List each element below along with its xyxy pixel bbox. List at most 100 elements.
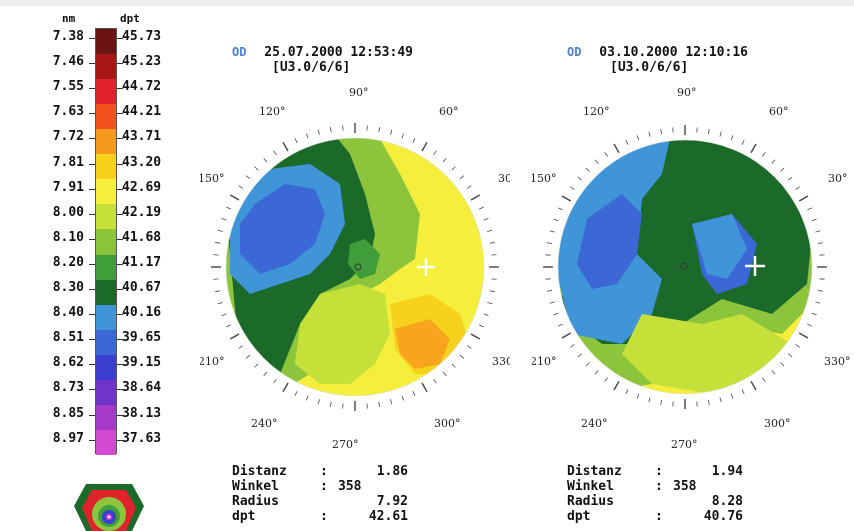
- scale-dpt-value: 42.19: [122, 205, 192, 220]
- degree-tick: [492, 279, 497, 280]
- degree-tick: [762, 152, 765, 156]
- degree-tick: [731, 394, 733, 399]
- degree-tick: [595, 160, 598, 164]
- map1-angle-300: 300°: [434, 417, 461, 430]
- scale-tick: [89, 415, 95, 416]
- scale-tick: [117, 314, 123, 315]
- scale-nm-value: 7.46: [20, 54, 84, 69]
- map1-angle-270: 270°: [332, 438, 359, 451]
- degree-tick: [467, 346, 471, 349]
- scale-nm-value: 7.63: [20, 104, 84, 119]
- degree-tick: [553, 313, 558, 315]
- degree-tick: [306, 134, 308, 139]
- map2-radius-value: 8.28: [673, 494, 743, 509]
- map1-angle-120: 120°: [259, 105, 286, 118]
- scale-tick: [117, 339, 123, 340]
- degree-tick: [452, 364, 456, 368]
- degree-tick: [772, 370, 775, 374]
- map2-topography[interactable]: 90° 60° 30° 120° 150° 210° 240° 270° 300…: [532, 84, 854, 454]
- scale-nm-value: 7.72: [20, 129, 84, 144]
- degree-tick: [637, 394, 639, 399]
- degree-tick: [413, 138, 415, 143]
- scale-dpt-value: 40.16: [122, 305, 192, 320]
- scale-nm-value: 8.00: [20, 205, 84, 220]
- degree-tick: [255, 364, 259, 368]
- degree-tick: [467, 186, 471, 189]
- degree-tick: [550, 231, 555, 232]
- map1-winkel-label: Winkel: [232, 479, 320, 494]
- degree-tick: [274, 379, 277, 383]
- degree-tick: [731, 135, 733, 140]
- scale-nm-value: 8.62: [20, 355, 84, 370]
- degree-tick: [661, 129, 662, 134]
- degree-tick: [550, 302, 555, 303]
- scale-tick: [89, 38, 95, 39]
- degree-tick: [246, 176, 250, 179]
- degree-tick: [490, 291, 495, 292]
- degree-tick: [490, 242, 495, 243]
- degree-tick: [751, 381, 756, 390]
- map2-radius-label: Radius: [567, 494, 655, 509]
- scale-row: 7.72 43.71: [0, 129, 200, 148]
- scale-tick: [89, 364, 95, 365]
- degree-tick: [637, 135, 639, 140]
- scale-dpt-value: 39.65: [122, 330, 192, 345]
- scale-tick: [117, 214, 123, 215]
- degree-tick: [471, 334, 480, 339]
- degree-tick: [218, 303, 223, 304]
- scale-nm-value: 8.30: [20, 280, 84, 295]
- keratometry-thumbnail[interactable]: [64, 476, 154, 531]
- map2-winkel-label: Winkel: [567, 479, 655, 494]
- degree-tick: [318, 399, 319, 404]
- degree-tick: [230, 334, 239, 339]
- degree-tick: [222, 314, 227, 316]
- map1-topography[interactable]: 90° 60° 30° 120° 150° 210° 240° 270° 300…: [200, 84, 510, 454]
- degree-tick: [226, 207, 231, 209]
- degree-tick: [649, 132, 650, 137]
- scale-tick: [117, 88, 123, 89]
- map1-datetime: 25.07.2000 12:53:49: [264, 45, 413, 60]
- degree-tick: [487, 230, 492, 231]
- map1-radius-label: Radius: [232, 494, 320, 509]
- degree-tick: [443, 158, 446, 162]
- degree-tick: [742, 389, 744, 394]
- scale-nm-value: 7.91: [20, 180, 84, 195]
- degree-tick: [626, 389, 628, 394]
- scale-nm-value: 8.51: [20, 330, 84, 345]
- map2-header: OD 03.10.2000 12:10:16: [567, 45, 748, 60]
- degree-tick: [214, 255, 219, 256]
- degree-tick: [452, 167, 456, 171]
- map2-version: [U3.0/6/6]: [610, 60, 688, 75]
- scale-dpt-value: 45.23: [122, 54, 192, 69]
- scale-tick: [89, 138, 95, 139]
- degree-tick: [547, 243, 552, 244]
- scale-dpt-value: 43.71: [122, 129, 192, 144]
- degree-tick: [605, 152, 608, 156]
- map1-angle-240: 240°: [251, 417, 278, 430]
- degree-tick: [264, 372, 267, 376]
- scale-tick: [117, 364, 123, 365]
- degree-tick: [434, 379, 437, 383]
- degree-tick: [367, 404, 368, 409]
- map2-angle-60: 60°: [769, 105, 789, 118]
- scale-header-nm: nm: [62, 12, 75, 25]
- degree-tick: [413, 391, 415, 396]
- scale-tick: [89, 314, 95, 315]
- scale-dpt-value: 43.20: [122, 155, 192, 170]
- map2-angle-240: 240°: [581, 417, 608, 430]
- scale-tick: [89, 189, 95, 190]
- degree-tick: [578, 177, 582, 180]
- map1-version: [U3.0/6/6]: [272, 60, 350, 75]
- scale-dpt-value: 37.63: [122, 431, 192, 446]
- degree-tick: [215, 291, 220, 292]
- degree-tick: [720, 397, 721, 402]
- map1-header: OD 25.07.2000 12:53:49: [232, 45, 413, 60]
- degree-tick: [230, 195, 239, 200]
- scale-tick: [117, 189, 123, 190]
- degree-tick: [626, 140, 628, 145]
